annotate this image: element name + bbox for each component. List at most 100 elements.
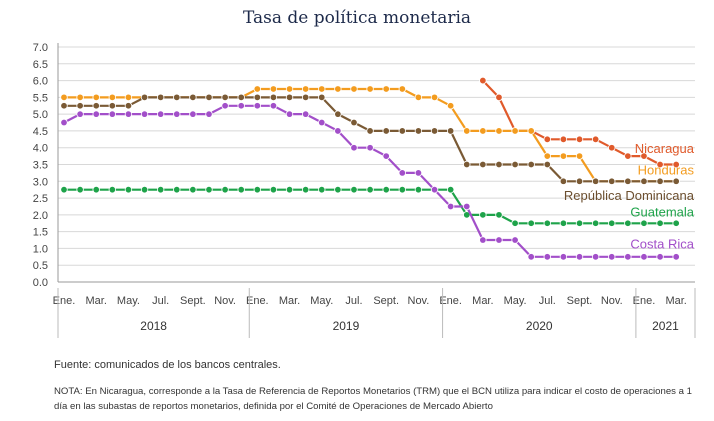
y-tick-label: 4.0 <box>33 143 48 155</box>
y-tick-label: 3.0 <box>33 176 48 188</box>
data-point <box>608 253 616 261</box>
data-point <box>511 219 519 227</box>
data-point <box>559 177 568 185</box>
x-tick-label: Ene. <box>633 295 656 307</box>
data-point <box>672 253 680 261</box>
data-point <box>463 127 471 135</box>
data-point <box>398 85 407 93</box>
data-point <box>591 219 600 227</box>
data-point <box>382 85 390 93</box>
data-point <box>527 160 535 169</box>
x-tick-label: Sept. <box>567 295 593 307</box>
data-point <box>318 93 326 102</box>
data-point <box>285 85 294 93</box>
data-point <box>495 211 503 219</box>
data-point <box>189 93 197 102</box>
series-labels: Nicaragua Honduras República Dominicana Gua… <box>564 141 695 252</box>
data-point <box>253 102 262 110</box>
data-point <box>173 185 181 194</box>
x-tick-label: Jul. <box>539 295 556 307</box>
y-tick-label: 5.5 <box>33 92 48 104</box>
x-tick-label: Mar. <box>472 295 493 307</box>
x-tick-label: Ene. <box>246 295 269 307</box>
data-point <box>140 93 149 102</box>
data-point <box>656 253 664 261</box>
data-point <box>92 110 100 118</box>
source-note: Fuente: comunicados de los bancos centra… <box>54 359 281 371</box>
x-tick-label: Sept. <box>373 295 399 307</box>
y-axis: 7.0 6.5 6.0 5.5 5.0 4.5 4.0 3.5 3.0 2.5 2.0 1.5 1.0 0… <box>33 42 59 289</box>
data-point <box>92 102 100 110</box>
data-point <box>511 127 519 135</box>
data-point <box>301 93 310 102</box>
data-point <box>334 110 342 118</box>
data-point <box>205 185 213 194</box>
data-point <box>140 110 149 118</box>
data-point <box>285 93 294 102</box>
data-point <box>575 253 584 261</box>
data-point <box>173 93 181 102</box>
x-tick-label: Nov. <box>601 295 623 307</box>
x-tick-label: May. <box>504 295 527 307</box>
x-tick-label: Ene. <box>53 295 76 307</box>
data-point <box>92 185 100 194</box>
data-point <box>479 76 487 85</box>
data-point <box>672 219 680 227</box>
data-point <box>205 110 213 118</box>
data-point <box>269 185 278 194</box>
data-point <box>124 93 133 102</box>
data-point <box>253 185 262 194</box>
data-point <box>156 110 165 118</box>
data-point <box>446 202 455 211</box>
line-chart: 7.0 6.5 6.0 5.5 5.0 4.5 4.0 3.5 3.0 2.5 2.0 1.5 1.0 0… <box>33 42 696 338</box>
data-point <box>543 160 551 169</box>
data-point <box>334 185 342 194</box>
data-point <box>221 93 229 102</box>
data-point <box>624 152 632 160</box>
data-point <box>430 185 439 194</box>
y-tick-label: 1.0 <box>33 243 48 255</box>
data-point <box>543 253 551 261</box>
data-point <box>672 160 680 169</box>
data-point <box>237 185 245 194</box>
x-tick-label: Jul. <box>152 295 169 307</box>
data-point <box>285 185 294 194</box>
data-point <box>301 110 310 118</box>
data-point <box>108 110 117 118</box>
data-point <box>269 102 278 110</box>
data-point <box>511 236 519 244</box>
data-point <box>624 177 632 185</box>
data-point <box>559 152 568 160</box>
data-point <box>495 93 503 102</box>
data-point <box>253 85 262 93</box>
data-point <box>189 185 197 194</box>
x-tick-label: Mar. <box>665 295 686 307</box>
data-point <box>446 127 455 135</box>
data-point <box>76 110 84 118</box>
y-tick-label: 2.5 <box>33 193 48 205</box>
x-tick-label: Sept. <box>180 295 206 307</box>
data-point <box>559 219 568 227</box>
data-point <box>656 160 664 169</box>
data-point <box>398 127 407 135</box>
data-point <box>124 110 133 118</box>
data-point <box>398 185 407 194</box>
data-point <box>672 177 680 185</box>
data-point <box>382 152 390 160</box>
data-point <box>608 177 616 185</box>
data-point <box>140 185 149 194</box>
x-tick-label: Mar. <box>86 295 107 307</box>
data-point <box>285 110 294 118</box>
data-point <box>414 127 423 135</box>
data-point <box>559 253 568 261</box>
data-point <box>366 127 374 135</box>
y-tick-label: 3.5 <box>33 160 48 172</box>
year-label: 2018 <box>140 319 167 333</box>
data-point <box>366 144 374 152</box>
data-point <box>366 185 374 194</box>
data-point <box>511 160 519 169</box>
data-point <box>446 185 455 194</box>
data-point <box>559 135 568 144</box>
data-point <box>382 185 390 194</box>
data-point <box>479 236 487 244</box>
